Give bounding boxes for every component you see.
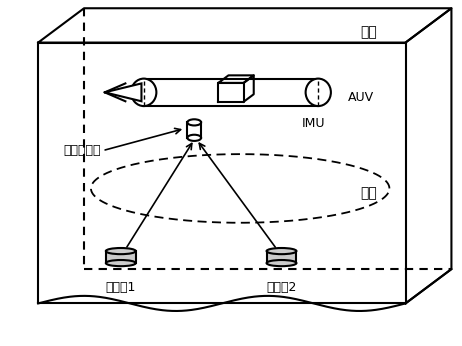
Text: 水听器基阵: 水听器基阵 <box>63 144 101 157</box>
Ellipse shape <box>267 248 297 254</box>
Ellipse shape <box>131 79 156 106</box>
Ellipse shape <box>267 260 297 266</box>
Polygon shape <box>105 83 141 101</box>
Bar <box>144 79 318 106</box>
Text: IMU: IMU <box>302 117 326 130</box>
Ellipse shape <box>188 135 201 141</box>
Ellipse shape <box>306 79 331 106</box>
Text: AUV: AUV <box>348 91 374 104</box>
Text: 应答器1: 应答器1 <box>106 281 136 294</box>
Polygon shape <box>106 251 136 263</box>
Text: 应答器2: 应答器2 <box>266 281 297 294</box>
Polygon shape <box>267 251 297 263</box>
Ellipse shape <box>188 119 201 126</box>
Ellipse shape <box>106 248 136 254</box>
Text: 海面: 海面 <box>360 25 377 39</box>
Text: 海底: 海底 <box>360 186 377 201</box>
Ellipse shape <box>106 260 136 266</box>
